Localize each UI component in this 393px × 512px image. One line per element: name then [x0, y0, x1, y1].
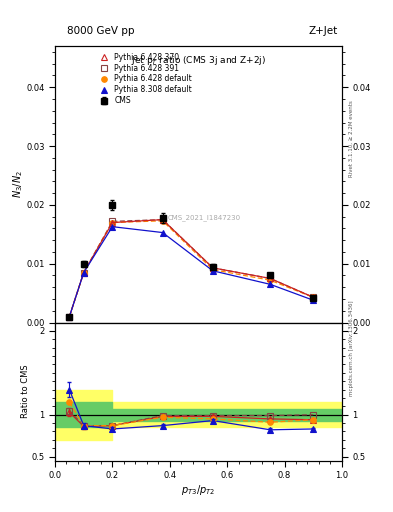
Y-axis label: $N_3/N_2$: $N_3/N_2$ — [11, 170, 25, 198]
Pythia 6.428 391 — [110, 218, 115, 224]
Line: Pythia 6.428 370: Pythia 6.428 370 — [66, 217, 316, 319]
Pythia 6.428 370 — [268, 275, 273, 282]
Pythia 6.428 370 — [81, 269, 86, 275]
Pythia 6.428 default — [268, 277, 273, 283]
Pythia 6.428 370 — [110, 220, 115, 226]
Pythia 8.308 default — [211, 268, 215, 274]
Pythia 8.308 default — [67, 314, 72, 320]
Text: Z+Jet: Z+Jet — [309, 26, 338, 36]
Text: 8000 GeV pp: 8000 GeV pp — [67, 26, 134, 36]
Pythia 8.308 default — [110, 224, 115, 230]
Pythia 6.428 370 — [67, 314, 72, 320]
Pythia 6.428 default — [311, 294, 316, 301]
Text: Rivet 3.1.10, ≥ 2.2M events: Rivet 3.1.10, ≥ 2.2M events — [349, 100, 354, 177]
Pythia 6.428 391 — [81, 269, 86, 275]
Line: Pythia 6.428 default: Pythia 6.428 default — [66, 218, 316, 319]
Pythia 8.308 default — [268, 281, 273, 287]
Pythia 6.428 391 — [211, 265, 215, 271]
Pythia 6.428 391 — [311, 294, 316, 301]
Pythia 8.308 default — [160, 229, 165, 236]
Text: mcplots.cern.ch [arXiv:1306.3436]: mcplots.cern.ch [arXiv:1306.3436] — [349, 301, 354, 396]
Legend: Pythia 6.428 370, Pythia 6.428 391, Pythia 6.428 default, Pythia 8.308 default, : Pythia 6.428 370, Pythia 6.428 391, Pyth… — [96, 53, 192, 105]
Pythia 6.428 default — [81, 269, 86, 275]
Pythia 6.428 default — [211, 267, 215, 273]
Pythia 6.428 370 — [311, 294, 316, 301]
Pythia 8.308 default — [311, 297, 316, 303]
Line: Pythia 8.308 default: Pythia 8.308 default — [66, 224, 316, 319]
Pythia 6.428 391 — [268, 275, 273, 282]
Pythia 6.428 391 — [160, 217, 165, 223]
Pythia 6.428 default — [160, 218, 165, 224]
Pythia 6.428 391 — [67, 314, 72, 320]
Pythia 6.428 default — [110, 220, 115, 226]
X-axis label: $p_{T3}/p_{T2}$: $p_{T3}/p_{T2}$ — [181, 483, 216, 497]
Y-axis label: Ratio to CMS: Ratio to CMS — [21, 365, 30, 418]
Pythia 6.428 370 — [160, 217, 165, 223]
Pythia 8.308 default — [81, 269, 86, 275]
Pythia 6.428 370 — [211, 265, 215, 271]
Line: Pythia 6.428 391: Pythia 6.428 391 — [66, 217, 316, 319]
Text: Jet p$_{T}$ ratio (CMS 3j and Z+2j): Jet p$_{T}$ ratio (CMS 3j and Z+2j) — [131, 54, 266, 68]
Text: CMS_2021_I1847230: CMS_2021_I1847230 — [168, 214, 241, 221]
Pythia 6.428 default — [67, 314, 72, 320]
